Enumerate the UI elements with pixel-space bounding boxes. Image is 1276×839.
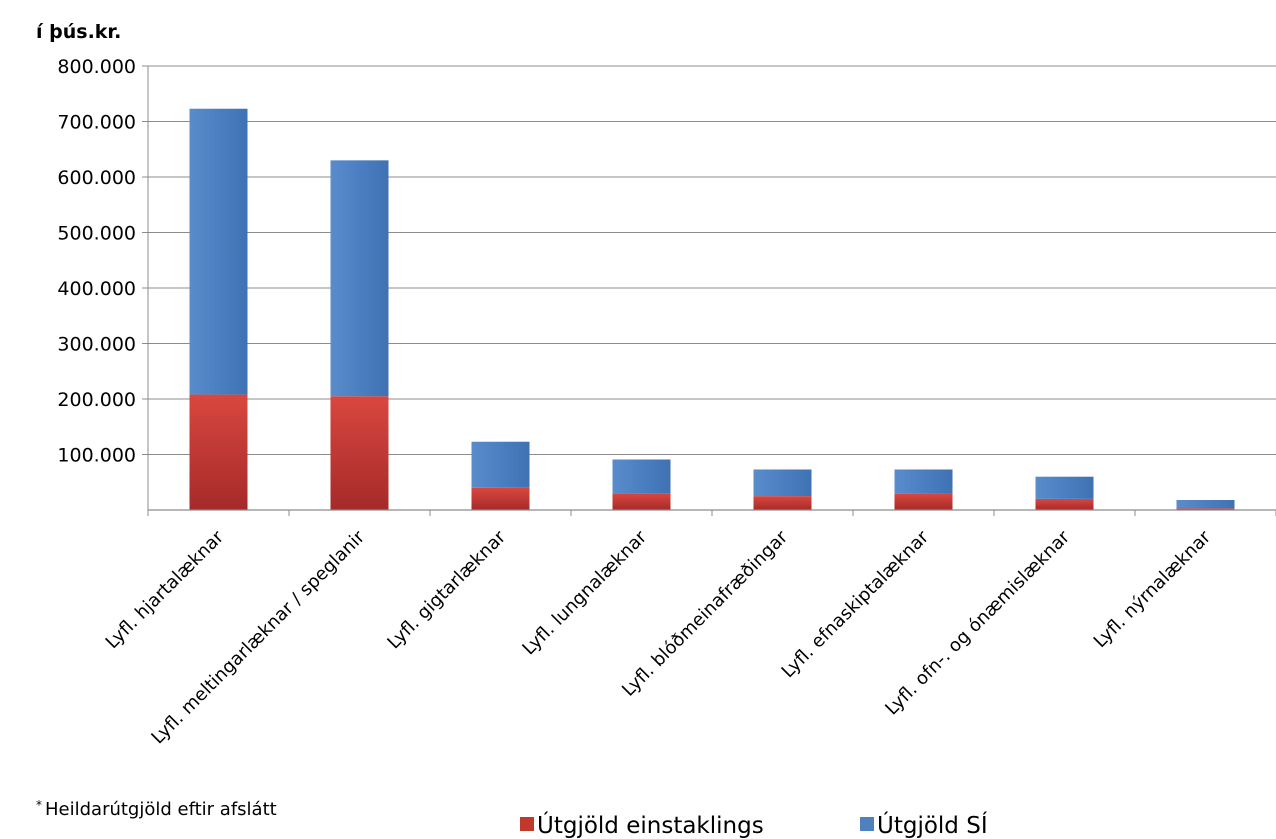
legend-label: Útgjöld SÍ	[877, 811, 988, 839]
bar-segment-si	[753, 469, 812, 497]
bar-segment-einstaklings	[330, 396, 389, 510]
y-tick-label: 600.000	[57, 167, 136, 189]
y-tick-label: 800.000	[57, 56, 136, 78]
y-tick-label: 200.000	[57, 389, 136, 411]
bar-segment-einstaklings	[894, 493, 953, 510]
bar-segment-einstaklings	[189, 394, 248, 510]
footnote-mark: *	[36, 798, 42, 812]
bar-segment-si	[1035, 476, 1094, 499]
bar-segment-si	[189, 108, 248, 395]
bar-segment-si	[894, 469, 953, 494]
bars	[189, 108, 1235, 510]
x-category-label: Lyfl. nýrnalæknar	[1090, 526, 1216, 652]
y-tick-label: 700.000	[57, 112, 136, 134]
bar-segment-si	[1176, 500, 1235, 509]
x-category-label: Lyfl. efnaskiptalæknar	[778, 526, 934, 682]
bar-segment-einstaklings	[471, 487, 530, 510]
x-axis	[147, 66, 1276, 516]
x-category-label: Lyfl. gigtarlæknar	[383, 526, 510, 653]
y-tick-label: 500.000	[57, 223, 136, 245]
bar-segment-einstaklings	[1176, 508, 1235, 510]
x-category-label: Lyfl. lungnalæknar	[518, 526, 651, 659]
footnote-text: Heildarútgjöld eftir afslátt	[45, 799, 277, 820]
bar-segment-si	[612, 459, 671, 494]
gridlines	[148, 65, 1276, 455]
x-category-label: Lyfl. blóðmeinafræðingar	[618, 526, 792, 700]
legend-label: Útgjöld einstaklings	[537, 811, 764, 839]
x-category-label: Lyfl. hjartalæknar	[102, 526, 229, 653]
y-axis-ticks: 100.000 200.000 300.000 400.000 500.000 600.0…	[57, 56, 148, 467]
footnote: * Heildarútgjöld eftir afslátt	[36, 798, 277, 820]
bar-segment-si	[330, 160, 389, 397]
legend: Útgjöld einstaklings Útgjöld SÍ	[520, 811, 988, 839]
legend-swatch	[860, 817, 874, 831]
y-tick-label: 100.000	[57, 445, 136, 467]
y-tick-label: 400.000	[57, 278, 136, 300]
legend-swatch	[520, 817, 534, 831]
bar-segment-einstaklings	[753, 496, 812, 510]
bar-segment-si	[471, 441, 530, 488]
y-tick-label: 300.000	[57, 334, 136, 356]
y-unit-label: í þús.kr.	[36, 21, 121, 43]
bar-segment-einstaklings	[612, 493, 671, 510]
bar-segment-einstaklings	[1035, 498, 1094, 510]
